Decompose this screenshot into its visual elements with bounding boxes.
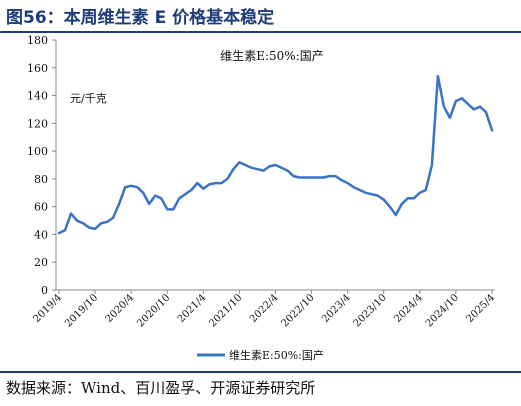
y-unit-label: 元/千克 — [70, 92, 107, 105]
x-tick-label: 2021/4 — [176, 292, 209, 325]
x-tick-label: 2022/4 — [248, 292, 281, 325]
y-tick-label: 160 — [27, 62, 48, 75]
title-rule — [0, 31, 521, 33]
y-tick-label: 40 — [34, 228, 48, 241]
x-tick-label: 2022/10 — [280, 292, 317, 329]
source-note: 数据来源：Wind、百川盈孚、开源证券研究所 — [6, 379, 316, 397]
x-tick-label: 2020/10 — [135, 292, 172, 329]
y-axis: 0 20 40 60 80 100 120 140 160 180 — [27, 34, 57, 297]
y-tick-label: 20 — [34, 256, 48, 269]
x-tick-label: 2020/4 — [104, 292, 137, 325]
x-tick-label: 2024/10 — [424, 292, 461, 329]
x-tick-label: 2023/10 — [352, 292, 389, 329]
y-tick-label: 80 — [34, 173, 48, 186]
y-tick-label: 0 — [41, 284, 48, 297]
x-tick-label: 2025/4 — [464, 292, 497, 325]
series-group — [57, 74, 494, 235]
x-tick-label: 2023/4 — [320, 292, 353, 325]
legend-label: 维生素E:50%:国产 — [229, 348, 324, 362]
x-tick-label: 2019/4 — [31, 292, 64, 325]
y-tick-label: 120 — [27, 117, 48, 130]
y-tick-label: 140 — [27, 90, 48, 103]
x-tick-label: 2019/10 — [63, 292, 100, 329]
y-tick-label: 60 — [34, 201, 48, 214]
chart-title: 维生素E:50%:国产 — [220, 49, 324, 63]
y-tick-label: 180 — [27, 34, 48, 47]
y-tick-label: 100 — [27, 145, 48, 158]
legend: 维生素E:50%:国产 — [197, 348, 324, 362]
x-tick-label: 2024/4 — [392, 292, 425, 325]
figure-title: 图56：本周维生素 E 价格基本稳定 — [6, 8, 275, 28]
source-rule — [0, 371, 521, 373]
series-line — [57, 74, 494, 235]
x-tick-label: 2021/10 — [207, 292, 244, 329]
